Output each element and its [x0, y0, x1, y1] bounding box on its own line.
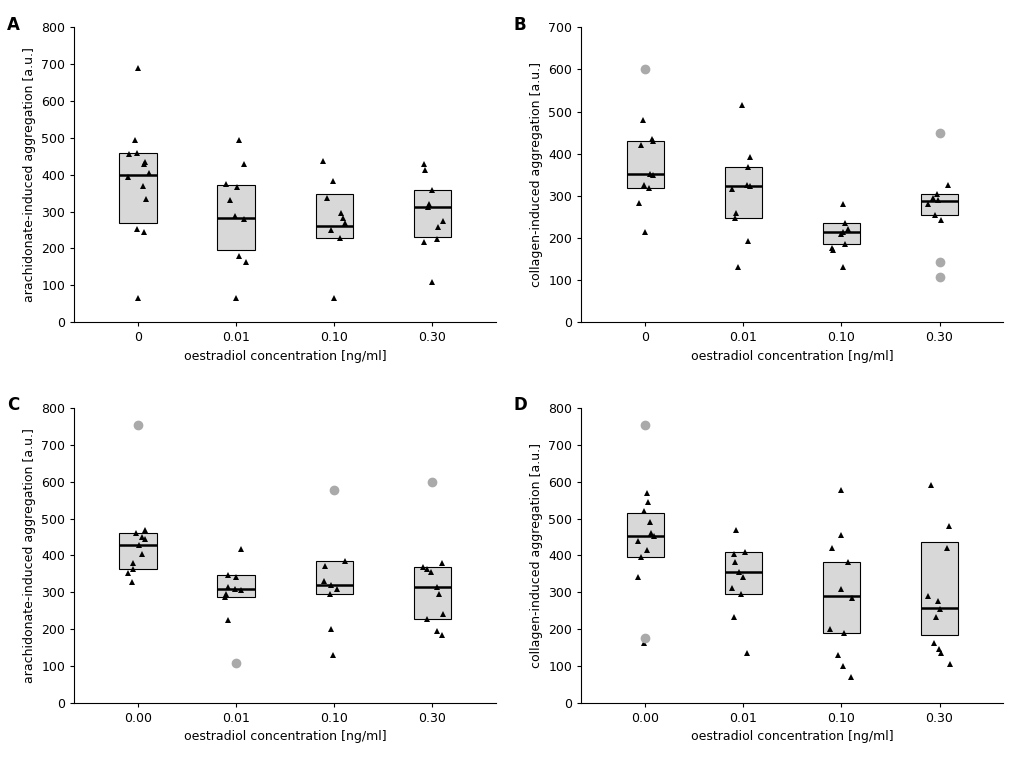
FancyBboxPatch shape: [315, 561, 353, 594]
FancyBboxPatch shape: [626, 141, 663, 188]
FancyBboxPatch shape: [217, 575, 255, 597]
Y-axis label: collagen-induced aggregation [a.u.]: collagen-induced aggregation [a.u.]: [529, 62, 542, 287]
Y-axis label: collagen-induced aggregation [a.u.]: collagen-induced aggregation [a.u.]: [529, 443, 542, 668]
Text: A: A: [7, 15, 19, 33]
FancyBboxPatch shape: [723, 552, 761, 594]
Text: C: C: [7, 396, 19, 414]
FancyBboxPatch shape: [920, 543, 957, 635]
FancyBboxPatch shape: [414, 567, 450, 619]
Text: B: B: [514, 15, 526, 33]
FancyBboxPatch shape: [119, 533, 157, 569]
FancyBboxPatch shape: [920, 194, 957, 214]
FancyBboxPatch shape: [626, 513, 663, 557]
FancyBboxPatch shape: [315, 195, 353, 238]
X-axis label: oestradiol concentration [ng/ml]: oestradiol concentration [ng/ml]: [183, 730, 386, 743]
FancyBboxPatch shape: [723, 167, 761, 217]
FancyBboxPatch shape: [822, 562, 859, 634]
Y-axis label: arachidonate-induced aggregation [a.u.]: arachidonate-induced aggregation [a.u.]: [22, 47, 36, 302]
FancyBboxPatch shape: [414, 190, 450, 237]
FancyBboxPatch shape: [822, 223, 859, 244]
FancyBboxPatch shape: [119, 153, 157, 223]
X-axis label: oestradiol concentration [ng/ml]: oestradiol concentration [ng/ml]: [690, 350, 893, 363]
Text: D: D: [514, 396, 527, 414]
FancyBboxPatch shape: [217, 185, 255, 250]
Y-axis label: arachidonate-induced aggregation [a.u.]: arachidonate-induced aggregation [a.u.]: [22, 428, 36, 682]
X-axis label: oestradiol concentration [ng/ml]: oestradiol concentration [ng/ml]: [690, 730, 893, 743]
X-axis label: oestradiol concentration [ng/ml]: oestradiol concentration [ng/ml]: [183, 350, 386, 363]
